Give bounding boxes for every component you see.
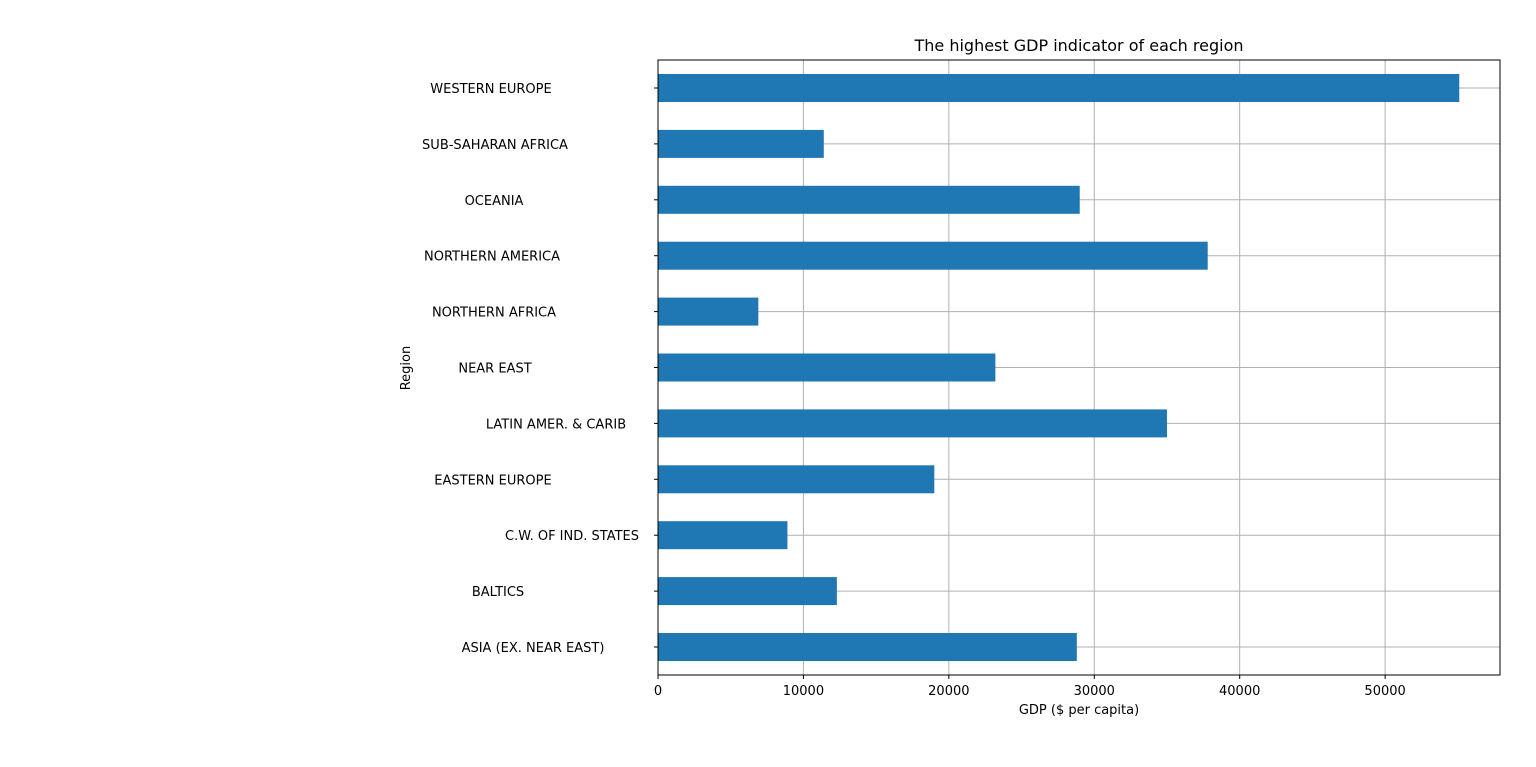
- x-tick-label: 10000: [783, 684, 824, 699]
- y-tick-label: BALTICS: [472, 585, 524, 600]
- y-axis-label: Region: [399, 346, 414, 391]
- x-tick-label: 40000: [1219, 684, 1260, 699]
- bar-northern-africa: [658, 297, 759, 326]
- x-tick-label: 50000: [1364, 684, 1405, 699]
- y-tick-label: LATIN AMER. & CARIB: [486, 417, 626, 432]
- y-tick-label: NORTHERN AFRICA: [432, 306, 556, 321]
- bar-oceania: [658, 185, 1080, 214]
- x-axis-label: GDP ($ per capita): [1019, 703, 1139, 718]
- bar-near-east: [658, 353, 996, 382]
- x-tick-label: 0: [654, 684, 662, 699]
- bars: [658, 74, 1460, 661]
- chart-title: The highest GDP indicator of each region: [913, 36, 1243, 55]
- bar-asia-ex-near-east: [658, 633, 1077, 661]
- y-tick-label: SUB-SAHARAN AFRICA: [422, 138, 568, 153]
- x-tick-label: 20000: [928, 684, 969, 699]
- y-axis-ticks: ASIA (EX. NEAR EAST) BALTICS C.W. OF IND. …: [422, 82, 658, 656]
- x-axis-ticks: 0 10000 20000 30000 40000 50000: [654, 675, 1406, 699]
- y-tick-label: OCEANIA: [465, 194, 524, 209]
- bar-northern-america: [658, 241, 1208, 270]
- bar-sub-saharan-africa: [658, 129, 824, 158]
- bar-eastern-europe: [658, 465, 935, 494]
- y-tick-label: EASTERN EUROPE: [434, 473, 551, 488]
- bar-latin-amer-carib: [658, 409, 1167, 438]
- y-tick-label: WESTERN EUROPE: [430, 82, 551, 97]
- bar-baltics: [658, 577, 837, 606]
- y-tick-label: C.W. OF IND. STATES: [505, 529, 639, 544]
- bar-c-w-of-ind-states: [658, 521, 788, 550]
- y-tick-label: NORTHERN AMERICA: [424, 250, 560, 265]
- bar-western-europe: [658, 74, 1460, 102]
- y-tick-label: ASIA (EX. NEAR EAST): [462, 641, 605, 656]
- x-tick-label: 30000: [1074, 684, 1115, 699]
- y-tick-label: NEAR EAST: [458, 362, 531, 377]
